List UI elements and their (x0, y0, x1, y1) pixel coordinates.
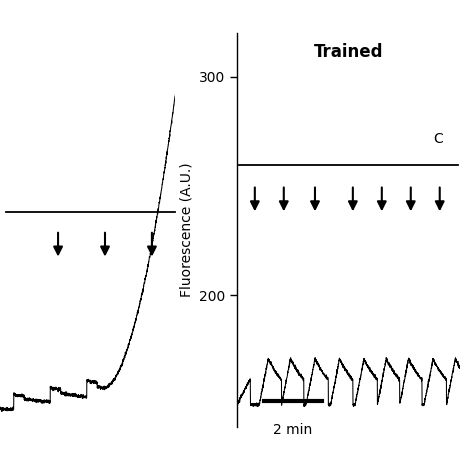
Y-axis label: Fluorescence (A.U.): Fluorescence (A.U.) (179, 163, 193, 297)
Text: 2 min: 2 min (273, 423, 312, 437)
Text: C: C (433, 132, 443, 146)
Text: Trained: Trained (314, 43, 383, 61)
